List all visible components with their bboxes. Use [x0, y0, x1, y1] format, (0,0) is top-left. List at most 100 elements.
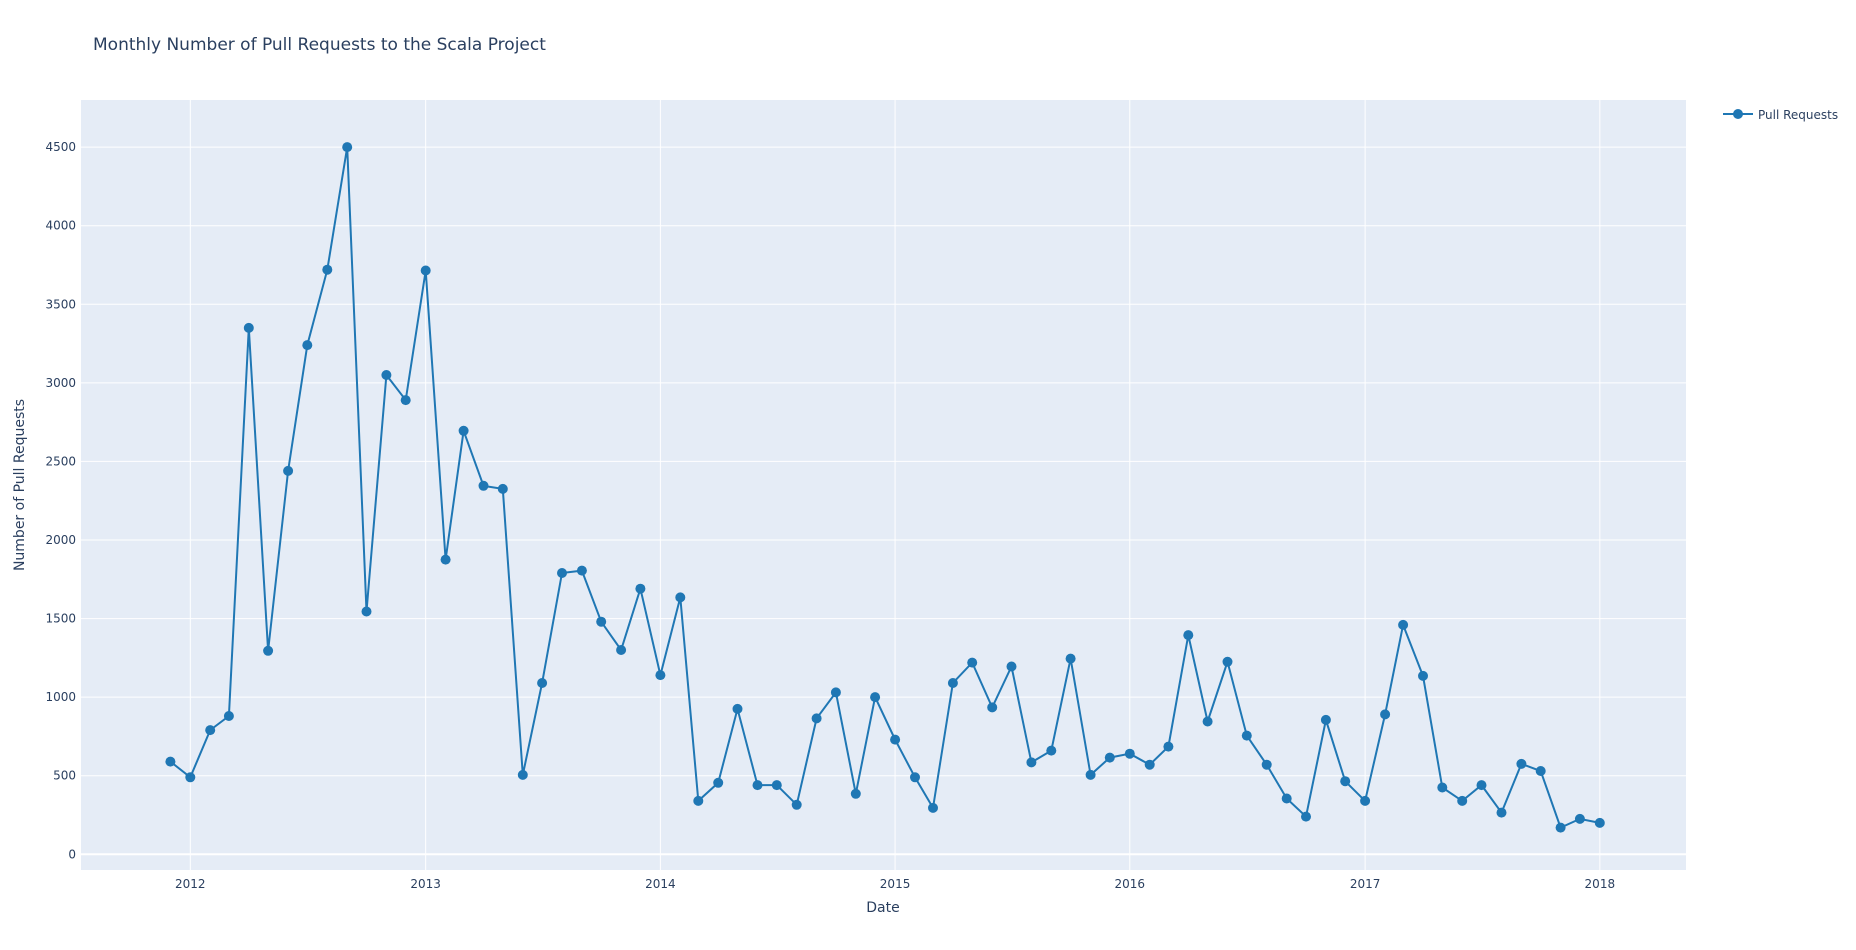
data-point[interactable]: [205, 725, 216, 736]
x-axis-title: Date: [866, 900, 899, 916]
y-tick-label: 1000: [45, 690, 76, 704]
data-point[interactable]: [1398, 619, 1409, 630]
data-point[interactable]: [283, 465, 294, 476]
data-point[interactable]: [1104, 752, 1115, 763]
data-point[interactable]: [713, 777, 724, 788]
data-point[interactable]: [1476, 780, 1487, 791]
y-tick-label: 2000: [45, 533, 76, 547]
data-point[interactable]: [928, 802, 938, 813]
data-point[interactable]: [1340, 776, 1351, 787]
data-point[interactable]: [361, 606, 372, 617]
data-point[interactable]: [576, 565, 587, 576]
data-point[interactable]: [635, 583, 646, 594]
data-point[interactable]: [1555, 822, 1566, 833]
data-point[interactable]: [322, 264, 333, 275]
data-point[interactable]: [693, 795, 704, 806]
data-point[interactable]: [732, 703, 743, 714]
data-point[interactable]: [1418, 670, 1428, 681]
data-point[interactable]: [1144, 759, 1155, 770]
data-point[interactable]: [1360, 795, 1371, 806]
x-tick-label: 2013: [410, 877, 441, 891]
data-point[interactable]: [890, 734, 901, 745]
data-point[interactable]: [967, 657, 978, 668]
data-point[interactable]: [1574, 813, 1585, 824]
data-point[interactable]: [420, 265, 431, 276]
data-point[interactable]: [1163, 741, 1174, 752]
data-point[interactable]: [910, 772, 920, 783]
y-tick-label: 1500: [45, 612, 76, 626]
data-point[interactable]: [1202, 716, 1213, 727]
data-point[interactable]: [497, 483, 508, 494]
data-point[interactable]: [263, 645, 274, 656]
y-tick-label: 0: [68, 847, 76, 861]
x-tick-label: 2016: [1115, 877, 1146, 891]
y-tick-label: 3000: [45, 376, 76, 390]
grid-lines: [81, 100, 1686, 870]
x-axis-ticks: 2012 2013 2014 2015 2016 2017 2018: [175, 877, 1615, 891]
data-point[interactable]: [987, 702, 998, 713]
data-point[interactable]: [947, 678, 958, 688]
data-point[interactable]: [675, 592, 686, 603]
data-point[interactable]: [616, 645, 627, 655]
data-point[interactable]: [870, 692, 881, 703]
data-point[interactable]: [752, 780, 763, 791]
data-point[interactable]: [478, 480, 489, 491]
data-point[interactable]: [1496, 807, 1507, 818]
y-tick-label: 4000: [45, 219, 76, 233]
data-point[interactable]: [381, 370, 392, 380]
legend[interactable]: Pull Requests: [1723, 108, 1838, 122]
y-tick-label: 4500: [45, 140, 76, 154]
data-point[interactable]: [850, 788, 861, 799]
data-point[interactable]: [1437, 782, 1448, 793]
y-tick-label: 500: [53, 769, 76, 783]
x-tick-label: 2015: [880, 877, 911, 891]
data-point[interactable]: [655, 670, 666, 681]
data-point[interactable]: [1026, 757, 1037, 768]
data-point[interactable]: [830, 687, 841, 698]
data-point[interactable]: [243, 322, 254, 333]
data-point[interactable]: [1046, 745, 1057, 756]
x-tick-label: 2012: [175, 877, 206, 891]
data-point[interactable]: [1183, 630, 1194, 641]
data-point[interactable]: [1261, 759, 1272, 770]
data-point[interactable]: [1320, 714, 1331, 725]
x-tick-label: 2014: [645, 877, 676, 891]
data-point[interactable]: [1124, 748, 1135, 759]
data-point[interactable]: [537, 678, 548, 688]
data-point[interactable]: [811, 713, 822, 724]
data-point[interactable]: [1594, 817, 1605, 828]
data-point[interactable]: [165, 756, 176, 767]
data-point[interactable]: [1281, 793, 1292, 804]
data-point[interactable]: [1301, 811, 1311, 822]
data-point[interactable]: [1457, 795, 1468, 806]
data-point[interactable]: [1535, 766, 1546, 776]
data-point[interactable]: [1085, 769, 1096, 780]
y-tick-label: 2500: [45, 454, 76, 468]
legend-marker-icon: [1733, 109, 1743, 119]
data-point[interactable]: [400, 395, 411, 406]
data-point[interactable]: [557, 568, 567, 578]
data-point[interactable]: [1065, 653, 1076, 664]
data-point[interactable]: [458, 425, 469, 436]
data-point[interactable]: [1380, 709, 1391, 720]
data-point[interactable]: [517, 769, 528, 780]
y-axis-title: Number of Pull Requests: [12, 399, 28, 571]
data-point[interactable]: [1516, 758, 1527, 769]
data-point[interactable]: [771, 780, 782, 791]
data-point[interactable]: [1006, 661, 1017, 672]
data-point[interactable]: [1222, 656, 1233, 667]
data-point[interactable]: [596, 616, 607, 627]
chart-title: Monthly Number of Pull Requests to the S…: [93, 35, 546, 55]
data-point[interactable]: [342, 142, 353, 153]
data-point[interactable]: [223, 711, 234, 721]
data-point[interactable]: [1241, 730, 1252, 741]
plot-area: [81, 100, 1686, 870]
data-point[interactable]: [302, 340, 313, 351]
y-tick-label: 3500: [45, 297, 76, 311]
data-point[interactable]: [440, 554, 451, 565]
y-axis-ticks: 0 500 1000 1500 2000 2500 3000 3500 4000 4500: [45, 140, 76, 861]
data-point[interactable]: [791, 799, 802, 810]
x-tick-label: 2018: [1585, 877, 1616, 891]
data-point[interactable]: [185, 772, 196, 783]
